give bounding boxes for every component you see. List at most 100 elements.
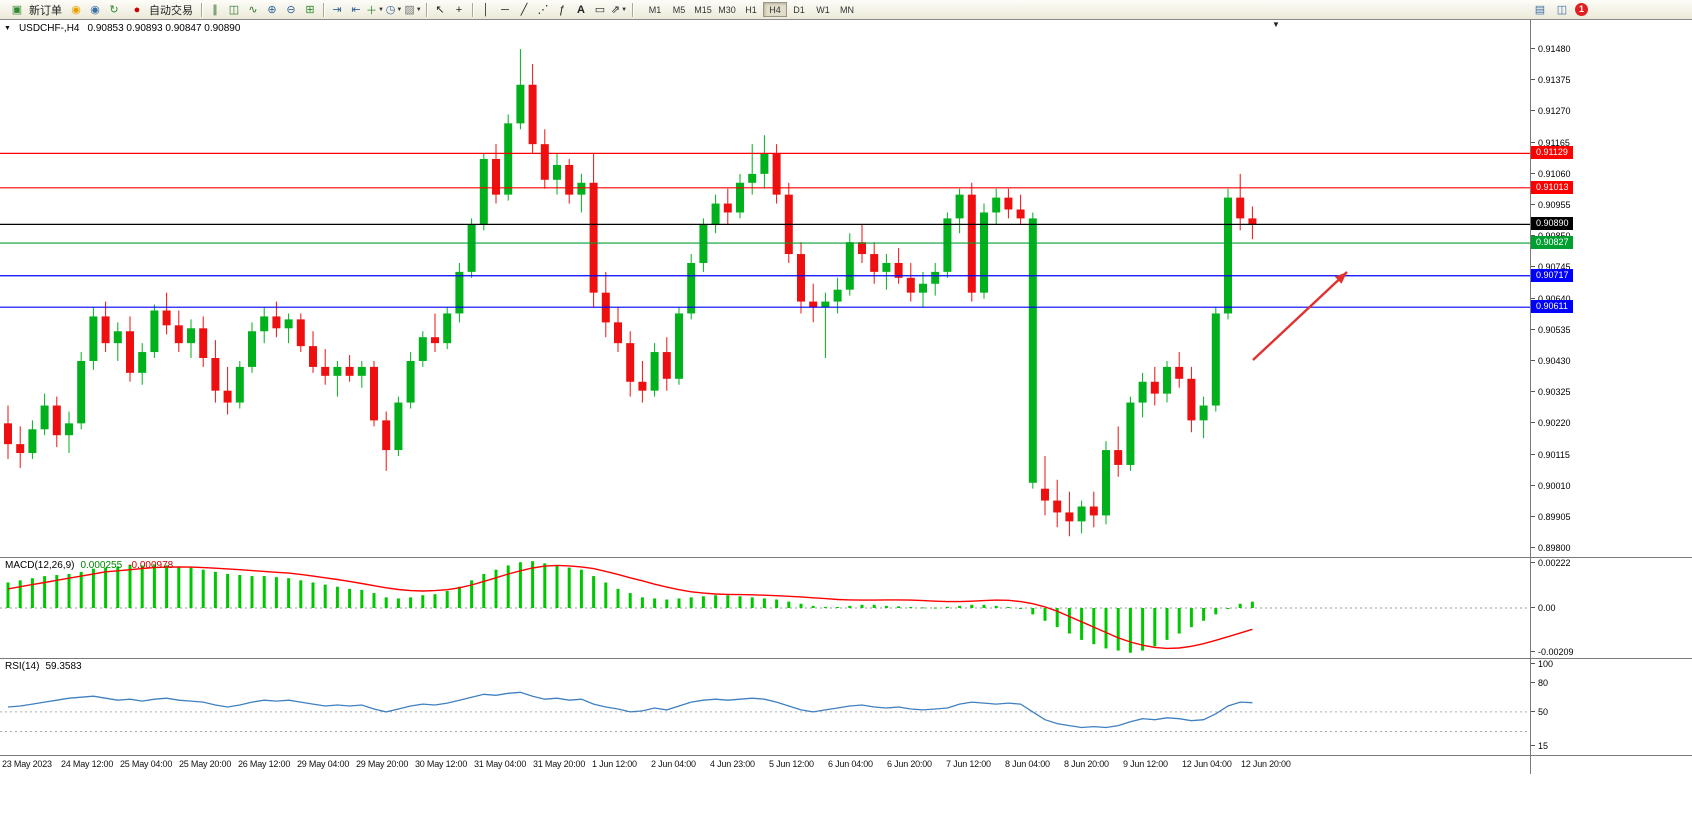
mql5-community-icon[interactable]: ◉: [71, 4, 81, 16]
price-tick: 0.90955: [1531, 200, 1571, 211]
time-label: 31 May 04:00: [474, 759, 527, 769]
vertical-line-tool-icon[interactable]: │: [482, 3, 490, 16]
toolbar-separator: [426, 2, 427, 17]
symbol-dropdown-caret[interactable]: ▼: [4, 25, 11, 32]
time-label: 24 May 12:00: [61, 759, 114, 769]
chart-shift-icon[interactable]: ⇤: [351, 4, 361, 16]
rsi-tick: 100: [1530, 659, 1554, 669]
price-tick: 0.90115: [1531, 449, 1570, 460]
new-order-button[interactable]: ▣ 新订单: [4, 1, 66, 18]
candles: [4, 49, 1257, 537]
time-label: 5 Jun 12:00: [769, 759, 814, 769]
fibonacci-tool-icon[interactable]: ƒ: [558, 3, 566, 16]
macd-tick: 0.00: [1531, 603, 1556, 613]
macd-row: MACD(12,26,9) 0.000255 -0.000978 0.00222…: [0, 558, 1692, 659]
zoom-in-icon[interactable]: ⊕: [267, 4, 277, 16]
macd-label: MACD(12,26,9) 0.000255 -0.000978: [5, 560, 173, 571]
macd-signal-line: [7, 564, 1253, 650]
timeframe-m1[interactable]: M1: [648, 4, 662, 15]
refresh-icon[interactable]: ↻: [109, 4, 119, 16]
time-label: 25 May 04:00: [120, 759, 173, 769]
rsi-tick: 80: [1530, 677, 1549, 688]
time-label: 2 Jun 04:00: [651, 759, 696, 769]
timeframe-h1[interactable]: H1: [745, 4, 757, 15]
indicators-icon[interactable]: ＋ ▼: [366, 4, 384, 17]
price-line-badge: 0.90827: [1531, 236, 1573, 250]
rsi-pane[interactable]: RSI(14) 59.3583: [0, 659, 1530, 755]
tile-windows-icon[interactable]: ⊞: [305, 4, 315, 16]
price-line-badge: 0.90717: [1531, 268, 1573, 282]
new-order-icon: ▣: [11, 4, 23, 16]
price-tick: 0.91165: [1531, 137, 1570, 148]
macd-axis: 0.00222 0.00 -0.00209: [1530, 558, 1692, 658]
rsi-axis: 100 80 50 15: [1530, 659, 1692, 755]
price-tick: 0.91270: [1531, 106, 1571, 117]
price-tick: 0.90745: [1531, 262, 1571, 273]
price-tick: 0.91480: [1531, 44, 1571, 55]
search-icon[interactable]: ▤: [1534, 3, 1546, 16]
auto-scroll-icon[interactable]: ⇥: [332, 4, 342, 16]
macd-pane[interactable]: MACD(12,26,9) 0.000255 -0.000978: [0, 558, 1530, 658]
time-label: 8 Jun 20:00: [1064, 759, 1109, 769]
chart-title: ▼ USDCHF-,H4 0.90853 0.90893 0.90847 0.9…: [4, 23, 240, 34]
crosshair-tool-icon[interactable]: +: [455, 3, 463, 16]
price-tick: 0.90220: [1531, 418, 1571, 429]
auto-trading-button[interactable]: ● 自动交易: [124, 1, 197, 18]
periods-icon[interactable]: ◷ ▼: [385, 4, 403, 16]
macd-name: MACD(12,26,9): [5, 560, 75, 571]
trend-arrow[interactable]: [1252, 271, 1348, 361]
chart-shift-marker[interactable]: ▼: [1272, 20, 1280, 29]
auto-trading-label: 自动交易: [149, 4, 193, 17]
main-chart-pane[interactable]: ▼ USDCHF-,H4 0.90853 0.90893 0.90847 0.9…: [0, 20, 1530, 557]
arrows-tool-icon[interactable]: ⇗ ▼: [610, 4, 628, 16]
time-label: 12 Jun 20:00: [1241, 759, 1291, 769]
cursor-tool-icon[interactable]: ↖: [435, 4, 445, 16]
text-label-tool-icon[interactable]: ▭: [594, 4, 606, 16]
profile-icon[interactable]: ◉: [90, 4, 100, 16]
time-axis[interactable]: 23 May 2023 24 May 12:00 25 May 04:00 25 Ma…: [0, 756, 1530, 774]
zoom-out-icon[interactable]: ⊖: [286, 4, 296, 16]
toolbar-separator: [323, 2, 324, 17]
time-label: 8 Jun 04:00: [1005, 759, 1050, 769]
timeframe-m5[interactable]: M5: [672, 4, 686, 15]
main-toolbar: ▣ 新订单 ◉ ◉ ↻ ● 自动交易 ∥ ◫ ∿ ⊕ ⊖ ⊞ ⇥ ⇤ ＋ ▼ ◷ ▼…: [0, 0, 1692, 20]
timeframe-w1[interactable]: W1: [816, 4, 830, 15]
rsi-tick: 15: [1530, 741, 1549, 752]
templates-icon[interactable]: ▨ ▼: [404, 4, 422, 16]
chat-icon[interactable]: ◫: [1556, 3, 1568, 16]
bar-chart-type-icon[interactable]: ∥: [212, 4, 218, 16]
timeframe-m15[interactable]: M15: [694, 4, 712, 15]
price-axis[interactable]: 0.91480 0.91375 0.91270 0.91165 0.91060 0.909…: [1530, 20, 1692, 557]
rsi-tick: 50: [1530, 706, 1549, 717]
price-tick: 0.90640: [1531, 293, 1571, 304]
time-label: 6 Jun 04:00: [828, 759, 873, 769]
time-label: 6 Jun 20:00: [887, 759, 932, 769]
candlestick-type-icon[interactable]: ◫: [228, 4, 240, 16]
trendline-tool-icon[interactable]: ╱: [520, 4, 528, 16]
timeframe-mn[interactable]: MN: [840, 4, 854, 15]
chevron-down-icon: ▼: [415, 6, 422, 13]
timeframe-h4[interactable]: H4: [763, 2, 787, 17]
price-tick: 0.90535: [1531, 324, 1571, 335]
price-tick: 0.89905: [1531, 511, 1571, 522]
notification-badge[interactable]: 1: [1575, 2, 1588, 16]
text-tool-icon[interactable]: A: [577, 3, 585, 16]
price-tick: 0.91375: [1531, 75, 1571, 86]
macd-tick: 0.00222: [1531, 558, 1571, 568]
time-axis-row: 23 May 2023 24 May 12:00 25 May 04:00 25 Ma…: [0, 756, 1692, 774]
time-label: 29 May 20:00: [356, 759, 409, 769]
price-line-badge: 0.90890: [1531, 217, 1573, 231]
time-label: 12 Jun 04:00: [1182, 759, 1232, 769]
price-tick: 0.90010: [1531, 480, 1571, 491]
horizontal-line-tool-icon[interactable]: ─: [501, 3, 509, 16]
line-chart-type-icon[interactable]: ∿: [248, 4, 258, 16]
channel-tool-icon[interactable]: ⋰: [537, 4, 549, 16]
toolbar-right-cluster: ▤ ◫ 1: [1531, 1, 1588, 17]
chevron-down-icon: ▼: [396, 6, 403, 13]
time-label: 7 Jun 12:00: [946, 759, 991, 769]
timeframe-d1[interactable]: D1: [793, 4, 805, 15]
timeframe-m30[interactable]: M30: [718, 4, 736, 15]
toolbar-separator: [201, 2, 202, 17]
chart-symbol-period: USDCHF-,H4: [18, 23, 80, 34]
price-line-badge: 0.91013: [1531, 180, 1573, 194]
